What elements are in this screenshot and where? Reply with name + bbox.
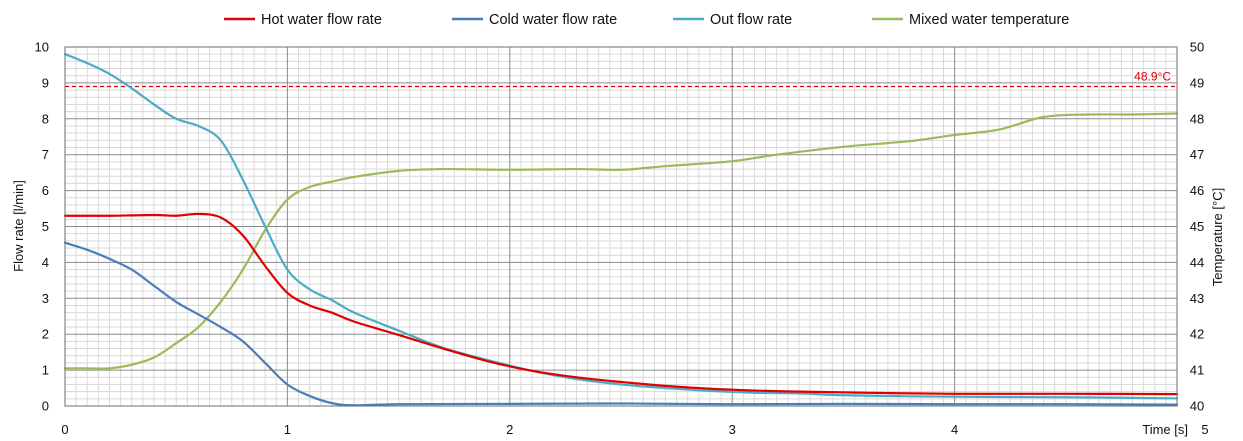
reference-line-group: 48.9°C	[65, 69, 1177, 88]
y-tick-label: 4	[42, 255, 49, 270]
x-axis-title: Time [s]	[1142, 422, 1188, 437]
legend-label: Hot water flow rate	[261, 12, 382, 28]
y-tick-label: 2	[42, 327, 49, 342]
reference-line-label: 48.9°C	[1134, 69, 1171, 83]
y2-tick-label: 49	[1190, 75, 1204, 90]
y2-tick-label: 44	[1190, 255, 1204, 270]
y-tick-label: 5	[42, 219, 49, 234]
y2-tick-label: 48	[1190, 111, 1204, 126]
x-tick-label: 2	[506, 422, 513, 437]
y2-tick-label: 46	[1190, 183, 1204, 198]
legend-label: Mixed water temperature	[909, 12, 1069, 28]
x-tick-label: 5	[1201, 422, 1208, 437]
y-tick-label: 10	[35, 40, 49, 55]
y-tick-label: 0	[42, 399, 49, 414]
y2-tick-label: 45	[1190, 219, 1204, 234]
y-tick-label: 9	[42, 75, 49, 90]
legend-label: Out flow rate	[710, 12, 792, 28]
x-tick-label: 0	[61, 422, 68, 437]
y-tick-label: 1	[42, 363, 49, 378]
x-tick-label: 3	[729, 422, 736, 437]
y-tick-label: 6	[42, 183, 49, 198]
y2-tick-label: 40	[1190, 399, 1204, 414]
y-tick-label: 3	[42, 291, 49, 306]
series-line-cold-water-flow-rate	[63, 241, 1179, 407]
y2-tick-label: 50	[1190, 40, 1204, 55]
legend-label: Cold water flow rate	[489, 12, 617, 28]
y-tick-label: 7	[42, 147, 49, 162]
x-tick-label: 4	[951, 422, 958, 437]
y2-tick-label: 41	[1190, 363, 1204, 378]
y-tick-label: 8	[42, 111, 49, 126]
x-tick-label: 1	[284, 422, 291, 437]
series-lines	[63, 53, 1179, 407]
axes	[64, 46, 1178, 407]
grid	[65, 47, 1177, 406]
y-axis-title: Flow rate [l/min]	[11, 180, 26, 272]
series-line-out-flow-rate	[63, 53, 1179, 400]
y2-tick-label: 42	[1190, 327, 1204, 342]
legend: Hot water flow rate Cold water flow rate O…	[224, 12, 1069, 28]
series-line-mixed-water-temperature	[63, 112, 1179, 370]
y2-tick-label: 47	[1190, 147, 1204, 162]
series-line-hot-water-flow-rate	[63, 212, 1179, 396]
y2-axis-title: Temperature [°C]	[1210, 188, 1225, 286]
y2-tick-label: 43	[1190, 291, 1204, 306]
plot-area-border	[64, 46, 1178, 407]
